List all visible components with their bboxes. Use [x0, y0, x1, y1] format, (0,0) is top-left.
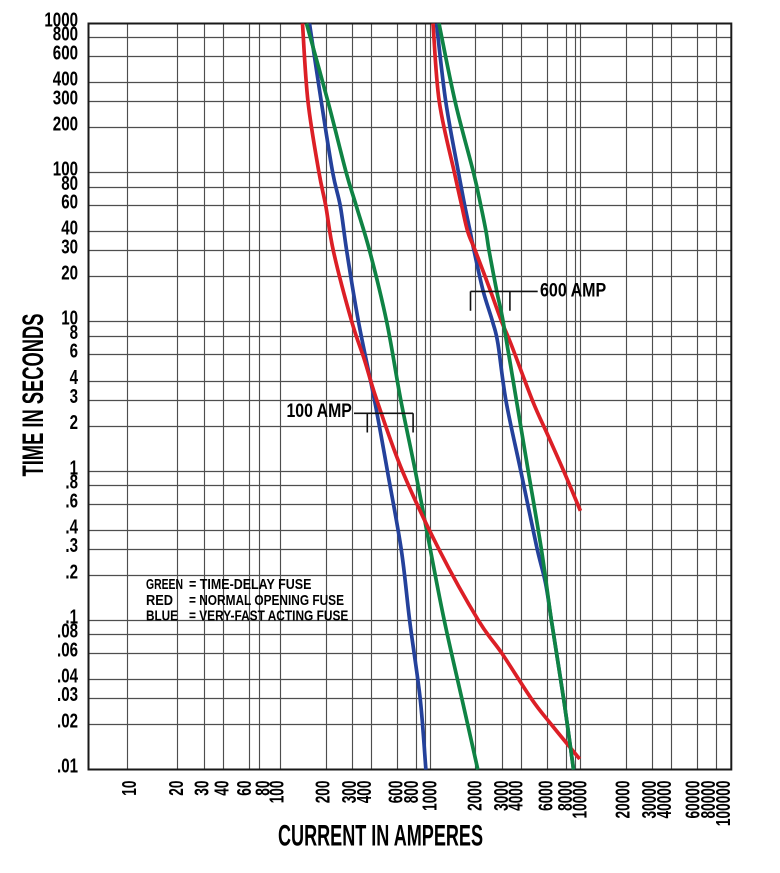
svg-text:600 AMP: 600 AMP: [540, 279, 606, 301]
svg-text:30: 30: [191, 781, 214, 796]
svg-text:.6: .6: [65, 489, 78, 512]
svg-text:200: 200: [53, 113, 78, 136]
svg-text:400: 400: [353, 781, 376, 804]
svg-text:8: 8: [70, 321, 78, 344]
svg-text:10000: 10000: [568, 781, 591, 819]
svg-text:100: 100: [266, 781, 289, 804]
svg-text:800: 800: [53, 23, 78, 46]
svg-text:400: 400: [53, 68, 78, 91]
svg-text:.1: .1: [65, 605, 78, 628]
svg-text:.2: .2: [65, 560, 78, 583]
svg-text:100000: 100000: [712, 781, 735, 827]
svg-text:80: 80: [252, 781, 275, 796]
svg-text:.01: .01: [57, 754, 78, 777]
svg-text:20: 20: [61, 262, 78, 285]
svg-text:10: 10: [61, 307, 78, 330]
svg-text:600: 600: [384, 781, 407, 804]
svg-text:40000: 40000: [653, 781, 676, 819]
svg-text:60: 60: [61, 191, 78, 214]
svg-text:1: 1: [70, 456, 78, 479]
svg-text:300: 300: [338, 781, 361, 804]
svg-text:BLUE: BLUE: [146, 607, 178, 624]
svg-text:.03: .03: [57, 683, 78, 706]
svg-text:.02: .02: [57, 709, 78, 732]
svg-text:60000: 60000: [682, 781, 705, 819]
svg-text:.04: .04: [57, 665, 78, 688]
svg-text:80000: 80000: [697, 781, 720, 819]
svg-text:20: 20: [165, 781, 188, 796]
svg-text:TIME IN SECONDS: TIME IN SECONDS: [17, 314, 50, 477]
svg-text:20000: 20000: [612, 781, 635, 819]
svg-text:6: 6: [70, 340, 78, 363]
svg-text:= TIME-DELAY FUSE: = TIME-DELAY FUSE: [189, 576, 311, 593]
svg-text:300: 300: [53, 86, 78, 109]
svg-text:600: 600: [53, 41, 78, 64]
svg-text:3000: 3000: [490, 781, 513, 811]
svg-text:10: 10: [118, 781, 141, 796]
svg-text:.3: .3: [65, 534, 78, 557]
svg-text:100 AMP: 100 AMP: [287, 400, 352, 422]
svg-text:2000: 2000: [464, 781, 487, 811]
svg-text:= NORMAL OPENING FUSE: = NORMAL OPENING FUSE: [189, 592, 344, 609]
svg-text:4: 4: [70, 366, 79, 389]
svg-text:= VERY-FAST ACTING FUSE: = VERY-FAST ACTING FUSE: [189, 607, 348, 624]
svg-text:30: 30: [61, 235, 78, 258]
svg-text:8000: 8000: [554, 781, 577, 811]
svg-text:6000: 6000: [535, 781, 558, 811]
svg-text:200: 200: [311, 781, 334, 804]
svg-text:1000: 1000: [44, 8, 78, 31]
svg-text:30000: 30000: [638, 781, 661, 819]
svg-text:60: 60: [233, 781, 256, 796]
svg-text:.06: .06: [57, 638, 78, 661]
svg-text:40: 40: [211, 781, 234, 796]
svg-text:RED: RED: [146, 592, 173, 609]
svg-text:CURRENT IN AMPERES: CURRENT IN AMPERES: [278, 820, 483, 853]
svg-text:100: 100: [53, 157, 78, 180]
svg-text:2: 2: [70, 411, 78, 434]
svg-text:GREEN: GREEN: [146, 576, 183, 593]
svg-text:40: 40: [61, 217, 78, 240]
svg-text:4000: 4000: [505, 781, 528, 811]
svg-text:.8: .8: [65, 471, 78, 494]
svg-text:80: 80: [61, 172, 78, 195]
svg-text:3: 3: [70, 385, 78, 408]
svg-text:.4: .4: [65, 516, 78, 539]
svg-text:1000: 1000: [419, 781, 442, 811]
svg-text:800: 800: [400, 781, 423, 804]
svg-text:.08: .08: [57, 620, 78, 643]
